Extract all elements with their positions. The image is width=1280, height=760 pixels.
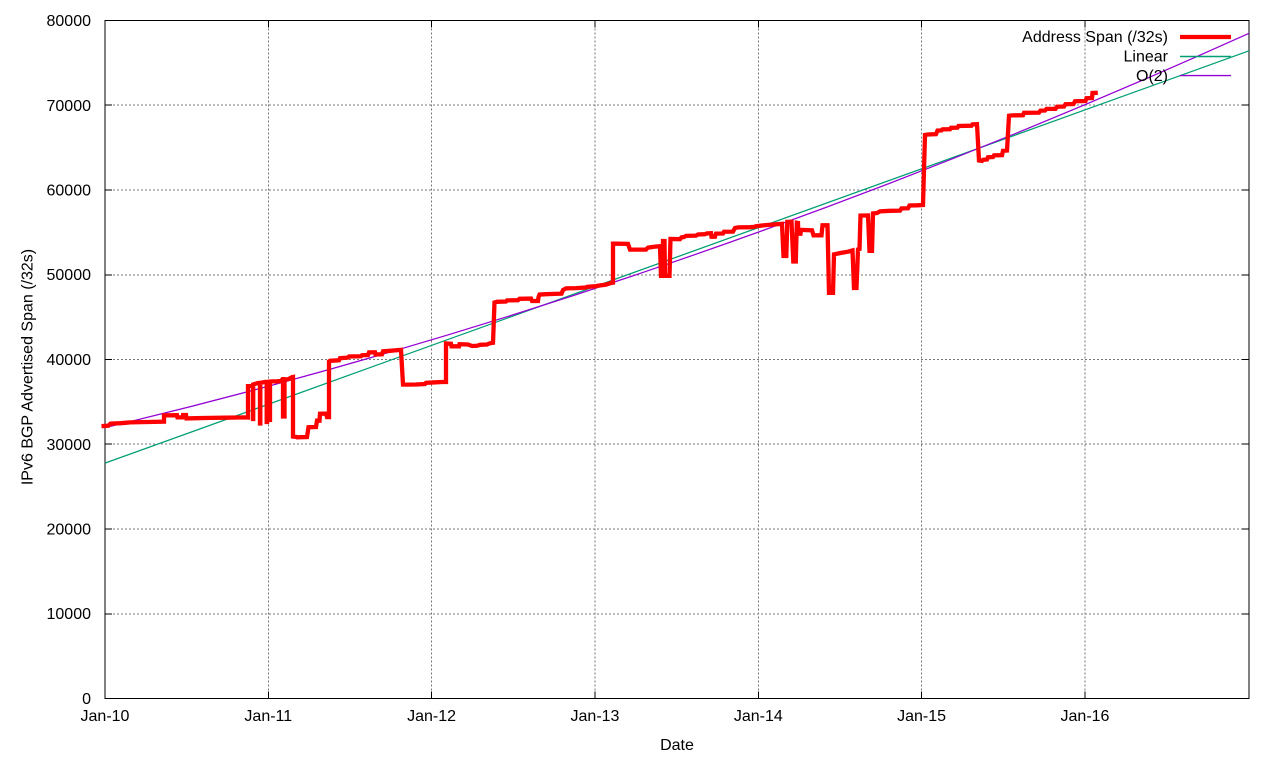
- svg-text:50000: 50000: [47, 267, 92, 284]
- svg-text:Jan-15: Jan-15: [897, 708, 946, 725]
- svg-text:Jan-12: Jan-12: [407, 708, 456, 725]
- svg-text:Jan-14: Jan-14: [734, 708, 783, 725]
- svg-text:10000: 10000: [47, 606, 92, 623]
- svg-text:Jan-11: Jan-11: [244, 708, 292, 725]
- svg-text:Address Span (/32s): Address Span (/32s): [1022, 29, 1168, 46]
- svg-text:Jan-16: Jan-16: [1061, 708, 1110, 725]
- svg-text:20000: 20000: [47, 522, 92, 539]
- svg-text:40000: 40000: [47, 352, 92, 369]
- svg-text:IPv6 BGP Advertised Span (/32s: IPv6 BGP Advertised Span (/32s): [20, 249, 37, 485]
- svg-text:Jan-10: Jan-10: [81, 708, 130, 725]
- svg-text:30000: 30000: [47, 437, 92, 454]
- svg-text:70000: 70000: [47, 98, 92, 115]
- svg-text:O(2): O(2): [1136, 68, 1168, 85]
- svg-text:80000: 80000: [47, 13, 92, 30]
- svg-text:Linear: Linear: [1124, 49, 1169, 66]
- svg-text:0: 0: [82, 691, 91, 708]
- svg-text:Date: Date: [660, 737, 694, 754]
- svg-text:Jan-13: Jan-13: [571, 708, 620, 725]
- svg-text:60000: 60000: [47, 183, 92, 200]
